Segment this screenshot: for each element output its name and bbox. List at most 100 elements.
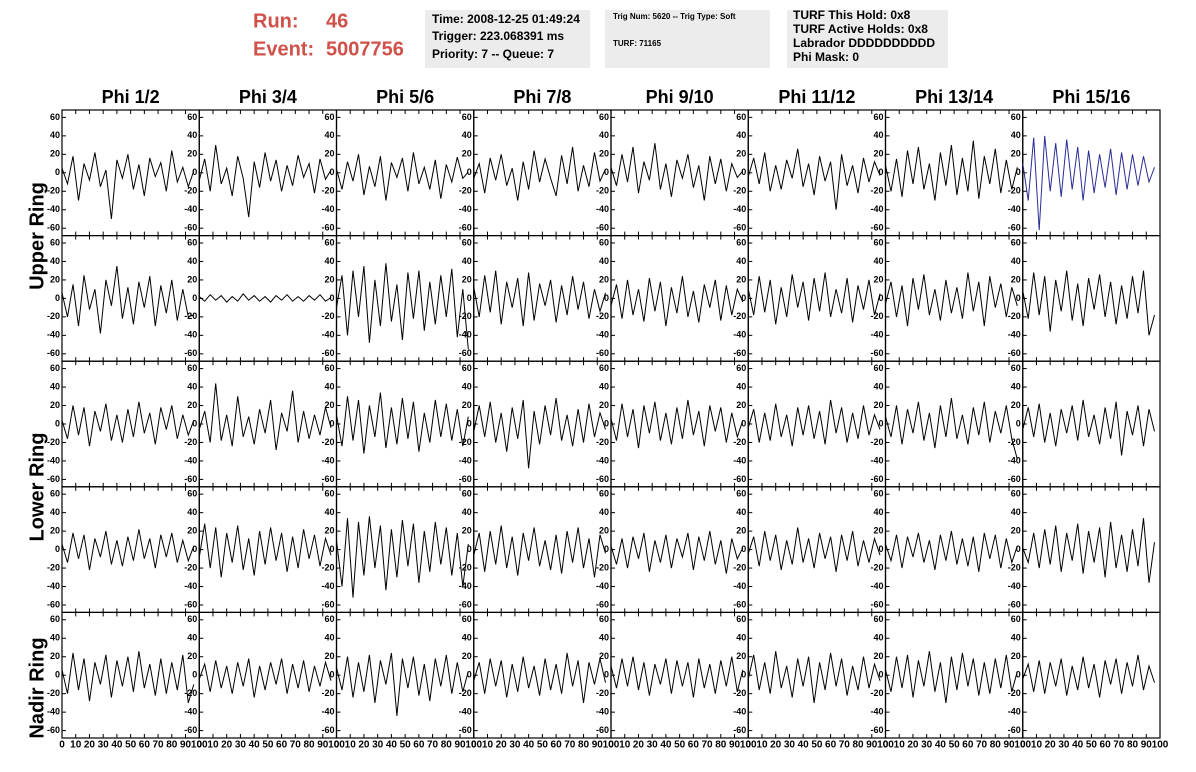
y-tick-label: 60 — [599, 112, 609, 122]
y-tick-label: -20 — [459, 437, 472, 447]
run-number: 46 — [326, 10, 348, 32]
y-tick-label: 60 — [599, 489, 609, 499]
y-tick-label: 40 — [599, 256, 609, 266]
y-tick-label: -20 — [459, 311, 472, 321]
y-tick-label: 0 — [55, 293, 60, 303]
y-tick-label: -40 — [596, 330, 609, 340]
y-tick-label: -60 — [184, 223, 197, 233]
y-tick-label: -40 — [184, 204, 197, 214]
waveform — [336, 652, 469, 716]
waveform — [885, 398, 1018, 460]
y-tick-label: 60 — [187, 237, 197, 247]
event-number: 5007756 — [326, 38, 404, 60]
y-tick-label: -60 — [1008, 725, 1021, 735]
x-tick-label: 30 — [372, 740, 384, 751]
row-label: Upper Ring — [26, 182, 48, 290]
waveform — [473, 398, 606, 469]
y-tick-label: 0 — [467, 293, 472, 303]
y-tick-label: 20 — [324, 651, 334, 661]
y-tick-label: 20 — [599, 526, 609, 536]
x-tick-label: 60 — [962, 740, 974, 751]
y-tick-label: 40 — [324, 381, 334, 391]
waveform — [1022, 135, 1155, 231]
y-tick-label: -40 — [47, 455, 60, 465]
y-tick-label: 40 — [1011, 507, 1021, 517]
y-tick-label: -60 — [47, 474, 60, 484]
x-tick-label: 50 — [537, 740, 549, 751]
y-tick-label: -60 — [733, 223, 746, 233]
panel-frame — [335, 360, 475, 488]
y-tick-label: 0 — [55, 167, 60, 177]
x-tick-label: 90 — [592, 740, 604, 751]
y-tick-label: 20 — [1011, 149, 1021, 159]
y-tick-label: 20 — [736, 651, 746, 661]
priority: Priority: 7 -- Queue: 7 — [432, 47, 554, 61]
waveform — [198, 523, 332, 578]
y-tick-label: -20 — [1008, 186, 1021, 196]
waveform — [61, 266, 194, 334]
y-tick-label: -40 — [459, 330, 472, 340]
waveform — [61, 529, 195, 570]
y-tick-label: -20 — [47, 311, 60, 321]
panel-frame — [335, 235, 475, 362]
y-tick-label: -20 — [1008, 437, 1021, 447]
y-tick-label: -20 — [870, 688, 883, 698]
y-tick-label: 20 — [873, 400, 883, 410]
y-tick-label: -20 — [321, 186, 334, 196]
y-tick-label: -40 — [47, 707, 60, 717]
y-tick-label: 20 — [599, 651, 609, 661]
x-tick-label: 10 — [482, 740, 494, 751]
x-tick-label: 90 — [180, 740, 192, 751]
y-tick-label: 40 — [187, 130, 197, 140]
x-tick-label: 70 — [702, 740, 714, 751]
y-tick-label: -40 — [321, 581, 334, 591]
waveform — [336, 152, 469, 201]
waveform — [336, 392, 469, 454]
y-tick-label: 60 — [1011, 489, 1021, 499]
y-tick-label: -60 — [459, 474, 472, 484]
x-tick-label: 40 — [935, 740, 947, 751]
x-tick-label: 20 — [907, 740, 919, 751]
y-tick-label: -60 — [1008, 599, 1021, 609]
waveform — [747, 651, 881, 703]
waveform — [610, 276, 744, 327]
y-tick-label: 60 — [462, 489, 472, 499]
y-tick-label: 20 — [50, 526, 60, 536]
y-tick-label: 20 — [187, 274, 197, 284]
x-tick-label: 30 — [784, 740, 796, 751]
y-tick-label: -40 — [459, 581, 472, 591]
y-tick-label: 0 — [741, 670, 746, 680]
x-tick-label: 100 — [1014, 740, 1031, 751]
y-tick-label: -40 — [733, 330, 746, 340]
y-tick-label: -40 — [184, 707, 197, 717]
y-tick-label: 0 — [604, 167, 609, 177]
y-tick-label: 0 — [1016, 670, 1021, 680]
y-tick-label: 0 — [192, 544, 197, 554]
y-tick-label: 20 — [462, 526, 472, 536]
y-tick-label: -40 — [459, 707, 472, 717]
panel-frame — [610, 235, 749, 362]
x-tick-label: 100 — [191, 740, 208, 751]
y-tick-label: 40 — [599, 507, 609, 517]
info-box — [605, 10, 770, 68]
y-tick-label: -60 — [1008, 223, 1021, 233]
y-tick-label: 0 — [741, 293, 746, 303]
x-tick-label: 10 — [619, 740, 631, 751]
y-tick-label: 0 — [1016, 418, 1021, 428]
y-tick-label: 40 — [1011, 381, 1021, 391]
y-tick-label: 20 — [324, 149, 334, 159]
y-tick-label: -20 — [870, 311, 883, 321]
y-tick-label: -20 — [321, 311, 334, 321]
y-tick-label: 60 — [1011, 112, 1021, 122]
y-tick-label: 40 — [1011, 130, 1021, 140]
y-tick-label: -60 — [596, 348, 609, 358]
y-tick-label: 60 — [50, 237, 60, 247]
y-tick-label: 60 — [187, 489, 197, 499]
x-tick-label: 90 — [1141, 740, 1153, 751]
y-tick-label: -60 — [596, 599, 609, 609]
y-tick-label: -20 — [321, 437, 334, 447]
waveform — [61, 401, 195, 447]
column-label: Phi 1/2 — [102, 87, 160, 107]
x-tick-label: 70 — [976, 740, 988, 751]
y-tick-label: -40 — [1008, 581, 1021, 591]
